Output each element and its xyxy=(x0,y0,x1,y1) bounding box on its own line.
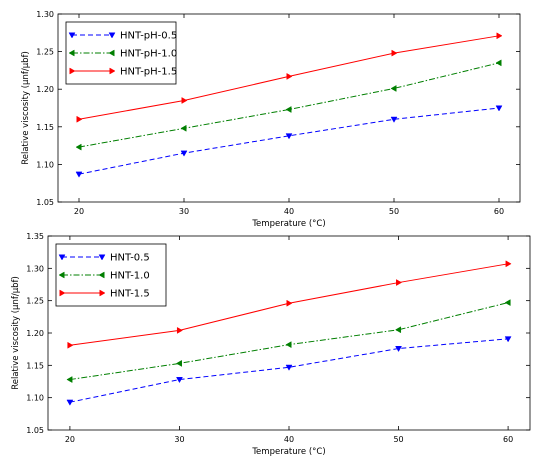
data-point xyxy=(76,115,83,123)
legend-label: HNT-1.5 xyxy=(110,289,150,300)
y-tick-label: 1.10 xyxy=(36,160,54,169)
data-point xyxy=(495,105,503,112)
y-tick-label: 1.30 xyxy=(26,264,44,273)
data-point xyxy=(495,59,502,67)
data-point xyxy=(286,299,293,307)
legend-marker xyxy=(58,254,66,261)
legend-marker xyxy=(108,49,115,57)
data-point xyxy=(285,364,293,371)
series-line xyxy=(69,338,509,403)
data-point xyxy=(505,260,512,268)
series-HNT-1.5 xyxy=(67,260,512,349)
data-point xyxy=(75,171,83,178)
x-tick-label: 40 xyxy=(284,207,294,216)
data-point xyxy=(285,341,292,349)
y-tick-label: 1.25 xyxy=(26,297,44,306)
legend-marker xyxy=(109,67,116,75)
x-axis-label: Temperature (°C) xyxy=(251,219,325,229)
x-tick-label: 20 xyxy=(65,435,75,444)
data-point xyxy=(395,326,402,334)
data-point xyxy=(180,150,188,157)
series-line xyxy=(78,107,500,175)
x-tick-label: 60 xyxy=(494,207,504,216)
legend-marker xyxy=(68,32,76,39)
legend-marker xyxy=(98,271,105,279)
x-tick-label: 40 xyxy=(284,435,294,444)
legend-marker xyxy=(99,289,106,297)
data-point xyxy=(176,326,183,334)
data-point xyxy=(175,359,182,367)
data-point xyxy=(181,97,188,104)
legend-marker xyxy=(69,67,76,75)
y-tick-label: 1.15 xyxy=(26,361,44,370)
legend-marker xyxy=(108,32,116,39)
data-point xyxy=(180,124,187,132)
y-tick-label: 1.35 xyxy=(26,232,44,241)
legend-label: HNT-pH-0.5 xyxy=(120,31,177,42)
data-point xyxy=(67,341,74,349)
y-tick-label: 1.20 xyxy=(36,85,54,94)
y-tick-label: 1.10 xyxy=(26,394,44,403)
legend-marker xyxy=(58,271,65,279)
y-axis-label: Relative viscosity (μnf/μbf) xyxy=(11,276,21,390)
legend-marker xyxy=(68,49,75,57)
data-point xyxy=(395,346,402,353)
x-tick-label: 50 xyxy=(393,435,403,444)
legend-label: HNT-pH-1.5 xyxy=(120,67,177,78)
legend-label: HNT-pH-1.0 xyxy=(120,49,177,60)
data-point xyxy=(66,399,74,406)
data-point xyxy=(391,49,398,57)
data-point xyxy=(75,143,82,151)
series-HNT-1.0 xyxy=(66,299,511,383)
series-line xyxy=(78,62,500,148)
series-HNT-pH-1.5 xyxy=(76,32,503,123)
data-point xyxy=(396,279,403,286)
series-HNT-pH-0.5 xyxy=(75,105,503,178)
data-point xyxy=(504,299,511,307)
data-point xyxy=(285,106,292,113)
data-point xyxy=(496,32,503,40)
chart-1: 20 30 40 50 60 1.05 1.10 1.15 1.20 1.25 1.30 Temper… xyxy=(21,10,521,229)
x-axis-label: Temperature (°C) xyxy=(251,447,325,457)
legend: HNT-0.5 HNT-1.0 HNT-1.5 xyxy=(55,243,167,307)
chart-2: 20 30 40 50 60 1.05 1.10 1.15 1.20 1.25 1.30 1.35 Te… xyxy=(11,232,531,457)
legend-marker xyxy=(59,289,66,297)
y-tick-label: 1.20 xyxy=(26,329,44,338)
y-tick-label: 1.05 xyxy=(26,426,44,435)
legend-label: HNT-1.0 xyxy=(110,271,150,282)
legend-marker xyxy=(98,254,106,261)
data-point xyxy=(390,116,398,123)
x-tick-label: 30 xyxy=(174,435,184,444)
data-point xyxy=(176,377,183,384)
legend: HNT-pH-0.5 HNT-pH-1.0 HNT-pH-1.5 xyxy=(65,21,177,85)
data-point xyxy=(286,72,293,80)
data-point xyxy=(66,376,73,383)
data-point xyxy=(390,85,397,92)
legend-label: HNT-0.5 xyxy=(110,253,150,264)
x-tick-label: 50 xyxy=(389,207,399,216)
x-tick-label: 60 xyxy=(503,435,513,444)
series-HNT-0.5 xyxy=(66,336,512,406)
x-tick-label: 30 xyxy=(179,207,189,216)
data-point xyxy=(285,133,293,140)
y-tick-label: 1.30 xyxy=(36,10,54,19)
y-tick-label: 1.15 xyxy=(36,123,54,132)
series-HNT-pH-1.0 xyxy=(75,59,502,151)
y-axis-label: Relative viscosity (μnf/μbf) xyxy=(21,51,31,165)
y-tick-label: 1.05 xyxy=(36,198,54,207)
data-point xyxy=(504,336,512,343)
y-tick-label: 1.25 xyxy=(36,48,54,57)
x-tick-label: 20 xyxy=(74,207,84,216)
